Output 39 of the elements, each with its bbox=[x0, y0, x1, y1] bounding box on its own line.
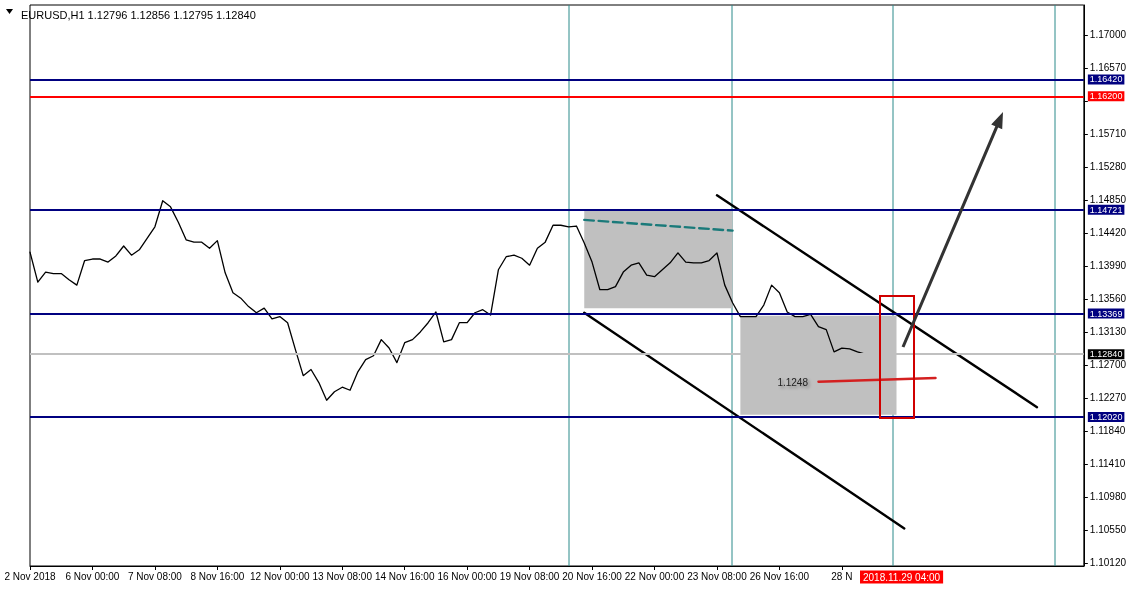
ref-line-label: 1.13369 bbox=[1089, 308, 1123, 319]
y-tick-label: 1.16570 bbox=[1089, 62, 1127, 74]
x-tick-label: 22 Nov 00:00 bbox=[624, 570, 685, 582]
ref-line-label: 1.16420 bbox=[1089, 74, 1123, 85]
y-tick-label: 1.10980 bbox=[1089, 491, 1127, 503]
y-tick-label: 1.15710 bbox=[1089, 128, 1127, 140]
y-tick-label: 1.13990 bbox=[1089, 260, 1127, 272]
y-tick-label: 1.14850 bbox=[1089, 194, 1127, 206]
chart-title: EURUSD,H1 1.12796 1.12856 1.12795 1.12840 bbox=[21, 8, 256, 21]
x-tick-label: 6 Nov 00:00 bbox=[65, 570, 120, 582]
ref-line-label: 1.12840 bbox=[1089, 349, 1123, 360]
y-tick-label: 1.13130 bbox=[1089, 326, 1127, 338]
x-tick-label: 28 N bbox=[831, 570, 853, 582]
y-tick-label: 1.11410 bbox=[1089, 458, 1126, 470]
ref-line-label: 1.12020 bbox=[1089, 412, 1123, 423]
x-tick-label: 2 Nov 2018 bbox=[4, 570, 57, 582]
y-tick-label: 1.13560 bbox=[1089, 293, 1127, 305]
x-tick-label: 14 Nov 16:00 bbox=[374, 570, 435, 582]
annotation: 1.1248 bbox=[777, 376, 809, 388]
x-tick-label: 8 Nov 16:00 bbox=[190, 570, 245, 582]
x-tick-label: 7 Nov 08:00 bbox=[127, 570, 183, 582]
y-tick-label: 1.14420 bbox=[1089, 227, 1127, 239]
text: 2018.11.29 04:00 bbox=[863, 571, 941, 583]
y-tick-label: 1.11840 bbox=[1089, 425, 1126, 437]
x-tick-label: 13 Nov 08:00 bbox=[312, 570, 373, 582]
y-tick-label: 1.17000 bbox=[1089, 29, 1127, 41]
x-tick-label: 16 Nov 00:00 bbox=[437, 570, 498, 582]
x-tick-label: 23 Nov 08:00 bbox=[687, 570, 748, 582]
y-tick-label: 1.12270 bbox=[1089, 392, 1127, 404]
y-tick-label: 1.10120 bbox=[1089, 557, 1127, 569]
x-tick-label: 20 Nov 16:00 bbox=[562, 570, 623, 582]
y-tick-label: 1.15280 bbox=[1089, 161, 1127, 173]
ref-line-label: 1.14721 bbox=[1089, 204, 1123, 215]
y-tick-label: 1.10550 bbox=[1089, 524, 1127, 536]
x-tick-label: 12 Nov 00:00 bbox=[250, 570, 310, 582]
x-tick-label: 26 Nov 16:00 bbox=[749, 570, 810, 582]
x-tick-label: 19 Nov 08:00 bbox=[499, 570, 560, 582]
ref-line-label: 1.16200 bbox=[1089, 91, 1123, 102]
y-tick-label: 1.12700 bbox=[1089, 359, 1127, 371]
